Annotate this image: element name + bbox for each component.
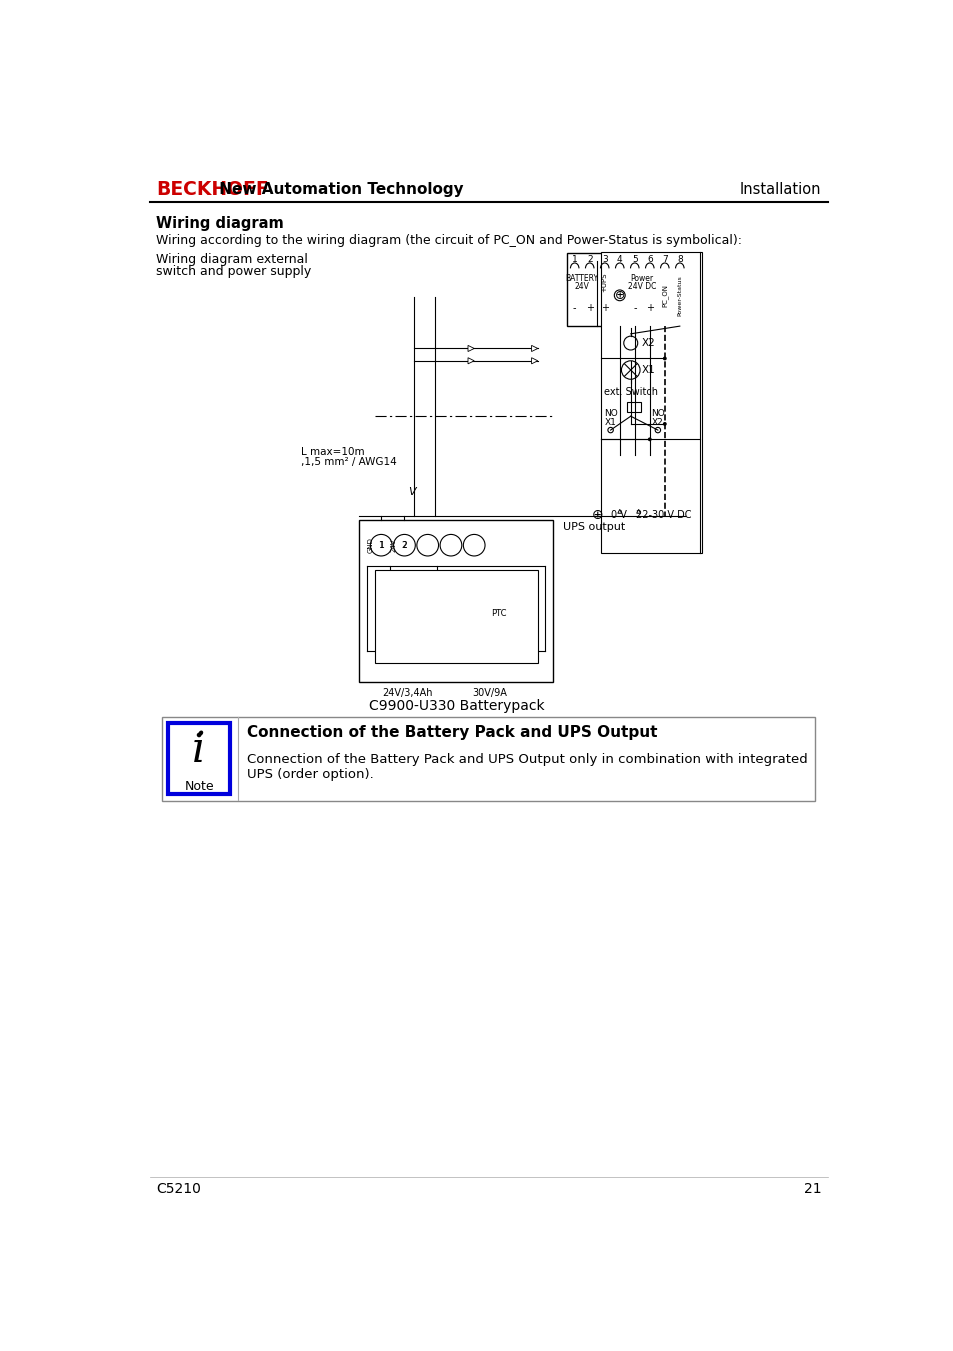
Text: +: + — [645, 303, 653, 312]
Polygon shape — [531, 346, 537, 351]
Text: BECKHOFF: BECKHOFF — [156, 180, 269, 200]
Text: NO: NO — [650, 409, 664, 419]
Text: Note: Note — [184, 780, 213, 793]
Polygon shape — [468, 346, 474, 351]
Text: +UPS: +UPS — [601, 273, 607, 292]
Text: PTC: PTC — [491, 609, 506, 619]
Text: GND: GND — [367, 538, 373, 553]
Text: V: V — [408, 486, 416, 497]
Text: +: + — [600, 303, 608, 312]
Text: X1: X1 — [641, 365, 655, 376]
Text: ⊕: ⊕ — [591, 508, 602, 521]
Text: C9900-U330 Batterypack: C9900-U330 Batterypack — [368, 698, 543, 712]
Text: Installation: Installation — [740, 182, 821, 197]
Text: UPS output: UPS output — [562, 523, 625, 532]
Bar — [162, 716, 815, 801]
Text: switch and power supply: switch and power supply — [156, 265, 312, 278]
Text: PC_ON: PC_ON — [660, 284, 667, 307]
Circle shape — [196, 732, 201, 738]
Text: X2: X2 — [641, 338, 655, 349]
Text: 24V/3,4Ah: 24V/3,4Ah — [382, 688, 433, 697]
Text: 3: 3 — [601, 255, 607, 265]
Circle shape — [647, 438, 651, 442]
Polygon shape — [468, 358, 474, 363]
Text: 1: 1 — [571, 255, 577, 265]
Text: 0 V: 0 V — [611, 509, 626, 520]
Text: Power-Status: Power-Status — [677, 276, 681, 316]
Text: C5210: C5210 — [156, 1182, 201, 1196]
Text: 4: 4 — [617, 255, 622, 265]
Polygon shape — [618, 509, 621, 513]
Text: UPS (order option).: UPS (order option). — [247, 769, 374, 781]
Bar — [375, 570, 537, 662]
Bar — [168, 723, 230, 794]
Bar — [600, 253, 701, 553]
Text: ,1,5 mm² / AWG14: ,1,5 mm² / AWG14 — [301, 458, 396, 467]
Text: ext. Switch: ext. Switch — [603, 386, 657, 397]
Text: New Automation Technology: New Automation Technology — [213, 182, 463, 197]
Text: BATTERY: BATTERY — [565, 274, 598, 284]
Text: 7: 7 — [661, 255, 667, 265]
Text: Connection of the Battery Pack and UPS Output: Connection of the Battery Pack and UPS O… — [247, 724, 657, 739]
Text: 5: 5 — [631, 255, 637, 265]
Text: 8: 8 — [677, 255, 682, 265]
Text: 2: 2 — [401, 540, 407, 550]
Text: 30V/9A: 30V/9A — [472, 688, 506, 697]
Text: Wiring diagram external: Wiring diagram external — [156, 253, 308, 266]
Text: 1: 1 — [378, 540, 383, 550]
Text: 22-30 V DC: 22-30 V DC — [636, 509, 691, 520]
Text: X1: X1 — [604, 419, 616, 427]
Text: 24V: 24V — [390, 539, 396, 553]
Text: X2: X2 — [651, 419, 663, 427]
Bar — [359, 520, 553, 682]
Circle shape — [662, 357, 666, 361]
Text: L max=10m: L max=10m — [301, 447, 365, 457]
Bar — [626, 403, 640, 412]
Text: 2: 2 — [586, 255, 592, 265]
Bar — [483, 589, 514, 609]
Text: i: i — [193, 728, 206, 770]
Text: Power: Power — [630, 274, 653, 284]
Text: NO: NO — [603, 409, 617, 419]
Text: Connection of the Battery Pack and UPS Output only in combination with integrate: Connection of the Battery Pack and UPS O… — [247, 753, 807, 766]
Text: -: - — [633, 303, 636, 312]
Text: 24V: 24V — [574, 282, 589, 292]
Text: 24V DC: 24V DC — [627, 282, 656, 292]
Text: Wiring diagram: Wiring diagram — [156, 216, 284, 231]
Text: ⊕: ⊕ — [614, 289, 624, 301]
Text: +: + — [585, 303, 593, 312]
Circle shape — [662, 422, 666, 426]
Text: Wiring according to the wiring diagram (the circuit of PC_ON and Power-Status is: Wiring according to the wiring diagram (… — [156, 234, 741, 247]
Text: -: - — [573, 303, 576, 312]
Text: 6: 6 — [646, 255, 652, 265]
Polygon shape — [636, 509, 639, 513]
Polygon shape — [531, 358, 537, 363]
Text: 21: 21 — [803, 1182, 821, 1196]
Text: 2: 2 — [401, 542, 406, 550]
Text: 1: 1 — [378, 542, 383, 550]
Bar — [567, 253, 686, 326]
